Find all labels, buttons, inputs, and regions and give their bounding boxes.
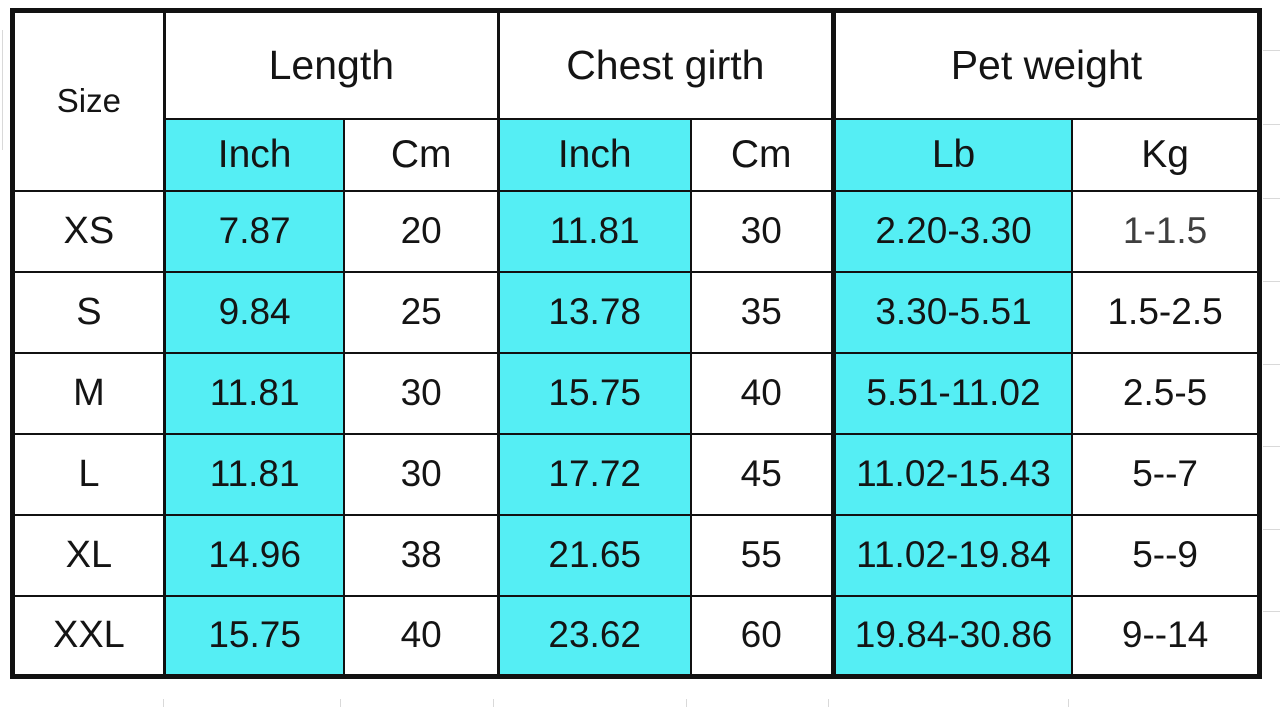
weight-kg-cell: 1-1.5 bbox=[1071, 189, 1261, 273]
length-inch-cell: 7.87 bbox=[162, 189, 346, 273]
subheader-weight-lb: Lb bbox=[830, 117, 1074, 192]
header-group-pet-weight: Pet weight bbox=[830, 9, 1261, 120]
chest-cm-cell: 55 bbox=[689, 513, 835, 597]
header-group-chest-girth: Chest girth bbox=[496, 9, 835, 120]
length-cm-cell: 40 bbox=[343, 594, 500, 678]
weight-kg-cell: 9--14 bbox=[1071, 594, 1261, 678]
spreadsheet-gridline bbox=[686, 699, 687, 707]
spreadsheet-gridline bbox=[1068, 699, 1069, 707]
subheader-chest-cm: Cm bbox=[689, 117, 835, 192]
length-inch-cell: 14.96 bbox=[162, 513, 346, 597]
length-cm-cell: 20 bbox=[343, 189, 500, 273]
length-cm-cell: 25 bbox=[343, 270, 500, 354]
table-row-xl: XL 14.96 38 21.65 55 11.02-19.84 5--9 bbox=[11, 513, 1261, 597]
spreadsheet-gridline bbox=[163, 699, 164, 707]
subheader-length-inch: Inch bbox=[162, 117, 346, 192]
chest-cm-cell: 40 bbox=[689, 351, 835, 435]
header-group-length: Length bbox=[162, 9, 500, 120]
pet-size-chart-table: Size Length Chest girth Pet weight Inch … bbox=[10, 8, 1262, 679]
spreadsheet-gridline bbox=[2, 30, 3, 150]
chest-inch-cell: 17.72 bbox=[496, 432, 692, 516]
weight-lb-cell: 3.30-5.51 bbox=[830, 270, 1074, 354]
spreadsheet-gridline bbox=[493, 699, 494, 707]
chest-cm-cell: 30 bbox=[689, 189, 835, 273]
weight-lb-cell: 11.02-15.43 bbox=[830, 432, 1074, 516]
length-inch-cell: 9.84 bbox=[162, 270, 346, 354]
length-cm-cell: 30 bbox=[343, 351, 500, 435]
subheader-chest-inch: Inch bbox=[496, 117, 692, 192]
size-cell: S bbox=[11, 270, 166, 354]
table-row-xs: XS 7.87 20 11.81 30 2.20-3.30 1-1.5 bbox=[11, 189, 1261, 273]
chest-inch-cell: 21.65 bbox=[496, 513, 692, 597]
header-unit-row: Inch Cm Inch Cm Lb Kg bbox=[13, 117, 1261, 192]
spreadsheet-gridline bbox=[1263, 529, 1280, 530]
weight-lb-cell: 2.20-3.30 bbox=[830, 189, 1074, 273]
subheader-weight-kg: Kg bbox=[1071, 117, 1261, 192]
header-group-row: Size Length Chest girth Pet weight bbox=[11, 9, 1261, 192]
weight-kg-cell: 5--9 bbox=[1071, 513, 1261, 597]
length-cm-cell: 30 bbox=[343, 432, 500, 516]
length-inch-cell: 11.81 bbox=[162, 432, 346, 516]
spreadsheet-gridline bbox=[1263, 281, 1280, 282]
table-row-l: L 11.81 30 17.72 45 11.02-15.43 5--7 bbox=[11, 432, 1261, 516]
spreadsheet-gridline bbox=[1263, 198, 1280, 199]
chest-inch-cell: 23.62 bbox=[496, 594, 692, 678]
length-inch-cell: 15.75 bbox=[162, 594, 346, 678]
spreadsheet-gridline bbox=[1263, 611, 1280, 612]
weight-lb-cell: 19.84-30.86 bbox=[830, 594, 1074, 678]
size-cell: M bbox=[11, 351, 166, 435]
spreadsheet-gridline bbox=[1263, 364, 1280, 365]
spreadsheet-gridline bbox=[340, 699, 341, 707]
chest-cm-cell: 45 bbox=[689, 432, 835, 516]
size-cell: XL bbox=[11, 513, 166, 597]
length-cm-cell: 38 bbox=[343, 513, 500, 597]
table-row-xxl: XXL 15.75 40 23.62 60 19.84-30.86 9--14 bbox=[11, 594, 1261, 678]
weight-lb-cell: 5.51-11.02 bbox=[830, 351, 1074, 435]
length-inch-cell: 11.81 bbox=[162, 351, 346, 435]
weight-kg-cell: 1.5-2.5 bbox=[1071, 270, 1261, 354]
chest-inch-cell: 15.75 bbox=[496, 351, 692, 435]
weight-kg-cell: 2.5-5 bbox=[1071, 351, 1261, 435]
chest-inch-cell: 11.81 bbox=[496, 189, 692, 273]
spreadsheet-gridline bbox=[1263, 50, 1280, 51]
size-cell: XXL bbox=[11, 594, 166, 678]
size-cell: XS bbox=[11, 189, 166, 273]
chest-cm-cell: 60 bbox=[689, 594, 835, 678]
chest-cm-cell: 35 bbox=[689, 270, 835, 354]
weight-kg-cell: 5--7 bbox=[1071, 432, 1261, 516]
chest-inch-cell: 13.78 bbox=[496, 270, 692, 354]
weight-lb-cell: 11.02-19.84 bbox=[830, 513, 1074, 597]
header-size: Size bbox=[11, 9, 166, 192]
size-cell: L bbox=[11, 432, 166, 516]
subheader-length-cm: Cm bbox=[343, 117, 500, 192]
spreadsheet-gridline bbox=[1263, 124, 1280, 125]
table-row-m: M 11.81 30 15.75 40 5.51-11.02 2.5-5 bbox=[11, 351, 1261, 435]
table-row-s: S 9.84 25 13.78 35 3.30-5.51 1.5-2.5 bbox=[11, 270, 1261, 354]
spreadsheet-gridline bbox=[1263, 446, 1280, 447]
spreadsheet-gridline bbox=[828, 699, 829, 707]
